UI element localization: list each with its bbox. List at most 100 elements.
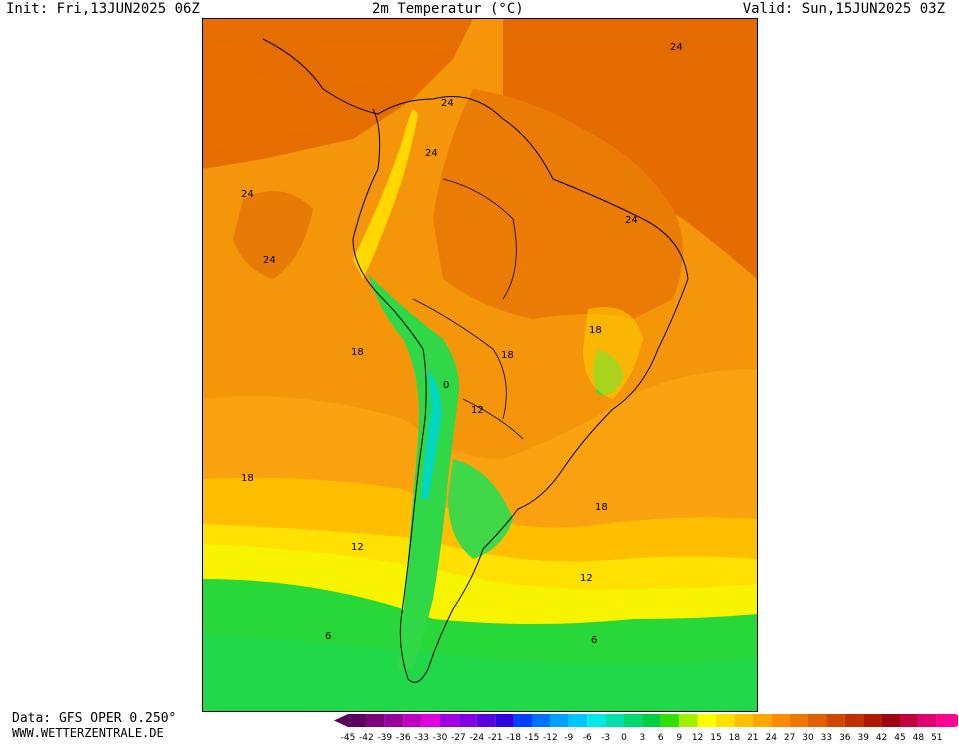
colorbar-swatch [789,714,808,727]
contour-label: 24 [670,42,683,53]
colorbar-swatch [844,714,864,727]
colorbar-swatch [752,714,772,727]
contour-label: 12 [351,542,364,553]
highlands-yellow [583,307,643,399]
colorbar-swatch [826,714,845,727]
colorbar-swatch [495,714,514,727]
field-24-brazil [433,89,683,319]
colorbar-tick-label: 12 [692,733,703,741]
andes-north [353,109,418,279]
contour-label: 24 [263,255,276,266]
field-27-ne [503,19,757,279]
colorbar-tick-label: 48 [913,733,925,741]
colorbar-swatch [863,714,882,727]
colorbar-swatch [605,714,624,727]
colorbar-tick-label: -39 [377,733,392,741]
colorbar-tick-label: 9 [676,733,682,741]
colorbar-swatch [458,714,477,727]
colorbar-tick-label: -18 [506,733,521,741]
colorbar-swatch [808,714,827,727]
coastline [262,38,689,683]
colorbar-arrow-left [334,714,348,727]
colorbar-tick-label: -6 [583,733,592,741]
colorbar-swatch [679,714,698,727]
colorbar-tick-label: 3 [640,733,646,741]
colorbar-tick-label: 24 [765,733,777,741]
colorbar-tick-label: 18 [729,733,741,741]
andes-cold [368,274,459,669]
colorbar-swatch [348,714,367,727]
colorbar-tick-label: 0 [621,733,627,741]
site-url: WWW.WETTERZENTRALE.DE [12,726,164,740]
contour-label: 24 [425,148,438,159]
colorbar-tick-label: 6 [658,733,664,741]
init-time: Init: Fri,13JUN2025 06Z [6,1,200,17]
colorbar-swatch [881,714,900,727]
colorbar-swatch [918,714,937,727]
contour-label: 12 [580,573,593,584]
colorbar-swatch [642,714,661,727]
colorbar-tick-label: -36 [396,733,411,741]
contour-label: 0 [443,380,449,391]
contour-label: 6 [325,631,331,642]
colorbar-svg: -45 -42 -39 -36 -33 -30 -27 -24 -21 -18 -15 -12 -9 -6… [334,714,959,743]
contour-label: 18 [241,473,254,484]
contour-label: 18 [501,350,514,361]
colorbar-tick-label: -9 [564,733,573,741]
colorbar-tick-label: 45 [894,733,905,741]
colorbar-swatch [587,714,606,727]
contour-label: 24 [241,189,254,200]
colorbar-swatch [697,714,716,727]
colorbar-tick-label: -42 [359,733,374,741]
andes-coldest [421,369,442,499]
colorbar-tick-label: -27 [451,733,466,741]
colorbar-tick-label: -33 [414,733,429,741]
colorbar-swatch [532,714,551,727]
contour-label: 18 [595,502,608,513]
colorbar-swatch [403,714,422,727]
colorbar-tick-label: 42 [876,733,887,741]
colorbar-tick-label: -45 [341,733,356,741]
colorbar-tick-label: 21 [747,733,758,741]
colorbar-tick-label: 15 [710,733,721,741]
colorbar-swatch [660,714,680,727]
contour-label: 12 [471,405,484,416]
colorbar-tick-label: -21 [488,733,503,741]
field-3 [203,634,757,711]
colorbar-arrow-right [955,714,959,727]
colorbar-swatch [936,714,956,727]
colorbar-swatch [476,714,496,727]
temperature-map[interactable]: 24 24 24 24 24 24 18 18 18 18 18 12 12 1… [202,18,758,712]
colorbar-swatch [568,714,588,727]
colorbar-swatch [421,714,440,727]
colorbar-tick-label: 36 [839,733,851,741]
colorbar-swatch [384,714,404,727]
field-27-nw [203,19,473,169]
contour-label: 6 [591,635,597,646]
colorbar-tick-label: -30 [433,733,448,741]
colorbar-tick-label: -24 [469,733,484,741]
colorbar-tick-label: 51 [931,733,942,741]
contour-label: 18 [589,325,602,336]
colorbar-swatch [771,714,790,727]
colorbar-swatch [734,714,753,727]
colorbar: -45 -42 -39 -36 -33 -30 -27 -24 -21 -18 -15 -12 -9 -6… [334,713,959,745]
contour-label: 24 [625,215,638,226]
data-source: Data: GFS OPER 0.250° [12,711,177,726]
contour-label: 18 [351,347,364,358]
colorbar-tick-label: -3 [601,733,610,741]
colorbar-swatch [900,714,919,727]
field-24-pacific [233,191,313,279]
colorbar-tick-label: 30 [802,733,814,741]
colorbar-swatch [716,714,735,727]
valid-time: Valid: Sun,15JUN2025 03Z [742,1,945,17]
map-title: 2m Temperatur (°C) [372,1,524,17]
colorbar-swatch [366,714,385,727]
colorbar-tick-label: 33 [821,733,832,741]
contour-label: 24 [441,98,454,109]
colorbar-swatch [550,714,569,727]
colorbar-tick-label: 27 [784,733,795,741]
colorbar-tick-label: -15 [525,733,540,741]
colorbar-swatch [440,714,459,727]
colorbar-swatch [513,714,532,727]
